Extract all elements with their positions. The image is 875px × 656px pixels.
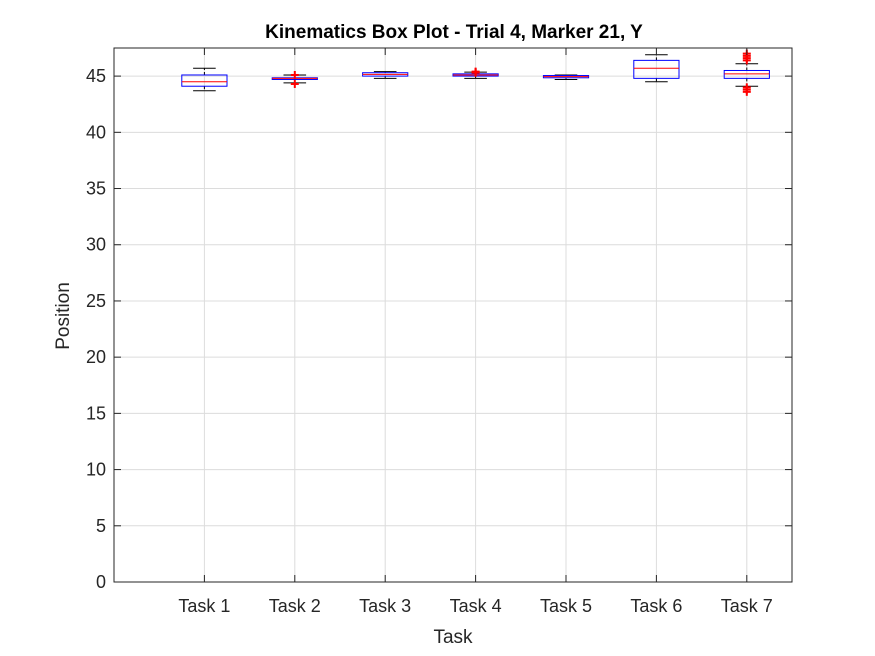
- box-4: [452, 67, 499, 79]
- chart-title: Kinematics Box Plot - Trial 4, Marker 21…: [265, 22, 643, 43]
- outlier-marker: [742, 83, 751, 92]
- y-tick-label: 20: [86, 347, 106, 367]
- x-tick-label: Task 5: [540, 596, 592, 616]
- box-body: [181, 74, 228, 87]
- box-body: [633, 59, 680, 79]
- axes-frame: [113, 47, 793, 583]
- box-5: [542, 74, 590, 80]
- x-tick-label: Task 4: [450, 596, 502, 616]
- box-3: [362, 71, 409, 79]
- plot-background: [114, 48, 792, 582]
- box-2: [271, 70, 318, 88]
- x-axis-label: Task: [433, 627, 473, 648]
- x-tick-label: Task 3: [359, 596, 411, 616]
- box-1: [181, 67, 228, 92]
- x-tick-label: Task 2: [269, 596, 321, 616]
- box-7: [723, 49, 770, 96]
- y-tick-label: 30: [86, 235, 106, 255]
- y-tick-label: 10: [86, 460, 106, 480]
- x-tick-label: Task 6: [630, 596, 682, 616]
- y-tick-label: 45: [86, 66, 106, 86]
- axes: [113, 47, 793, 583]
- plot-area: [114, 48, 792, 582]
- outlier-marker: [290, 70, 299, 79]
- box-body: [723, 69, 770, 79]
- tick-labels: 0 5 10 15 20 25 30 35 40 45 Task 1 Task 2 Task 3 Task…: [86, 66, 773, 616]
- outlier-marker: [471, 67, 480, 76]
- y-tick-label: 15: [86, 403, 106, 423]
- y-axis-label: Position: [53, 282, 74, 350]
- y-tick-label: 5: [96, 516, 106, 536]
- x-tick-label: Task 7: [721, 596, 773, 616]
- y-tick-label: 0: [96, 572, 106, 592]
- x-tick-label: Task 1: [178, 596, 230, 616]
- y-tick-label: 35: [86, 179, 106, 199]
- y-tick-label: 25: [86, 291, 106, 311]
- outlier-marker: [290, 79, 299, 88]
- boxes: [181, 49, 770, 96]
- y-tick-label: 40: [86, 122, 106, 142]
